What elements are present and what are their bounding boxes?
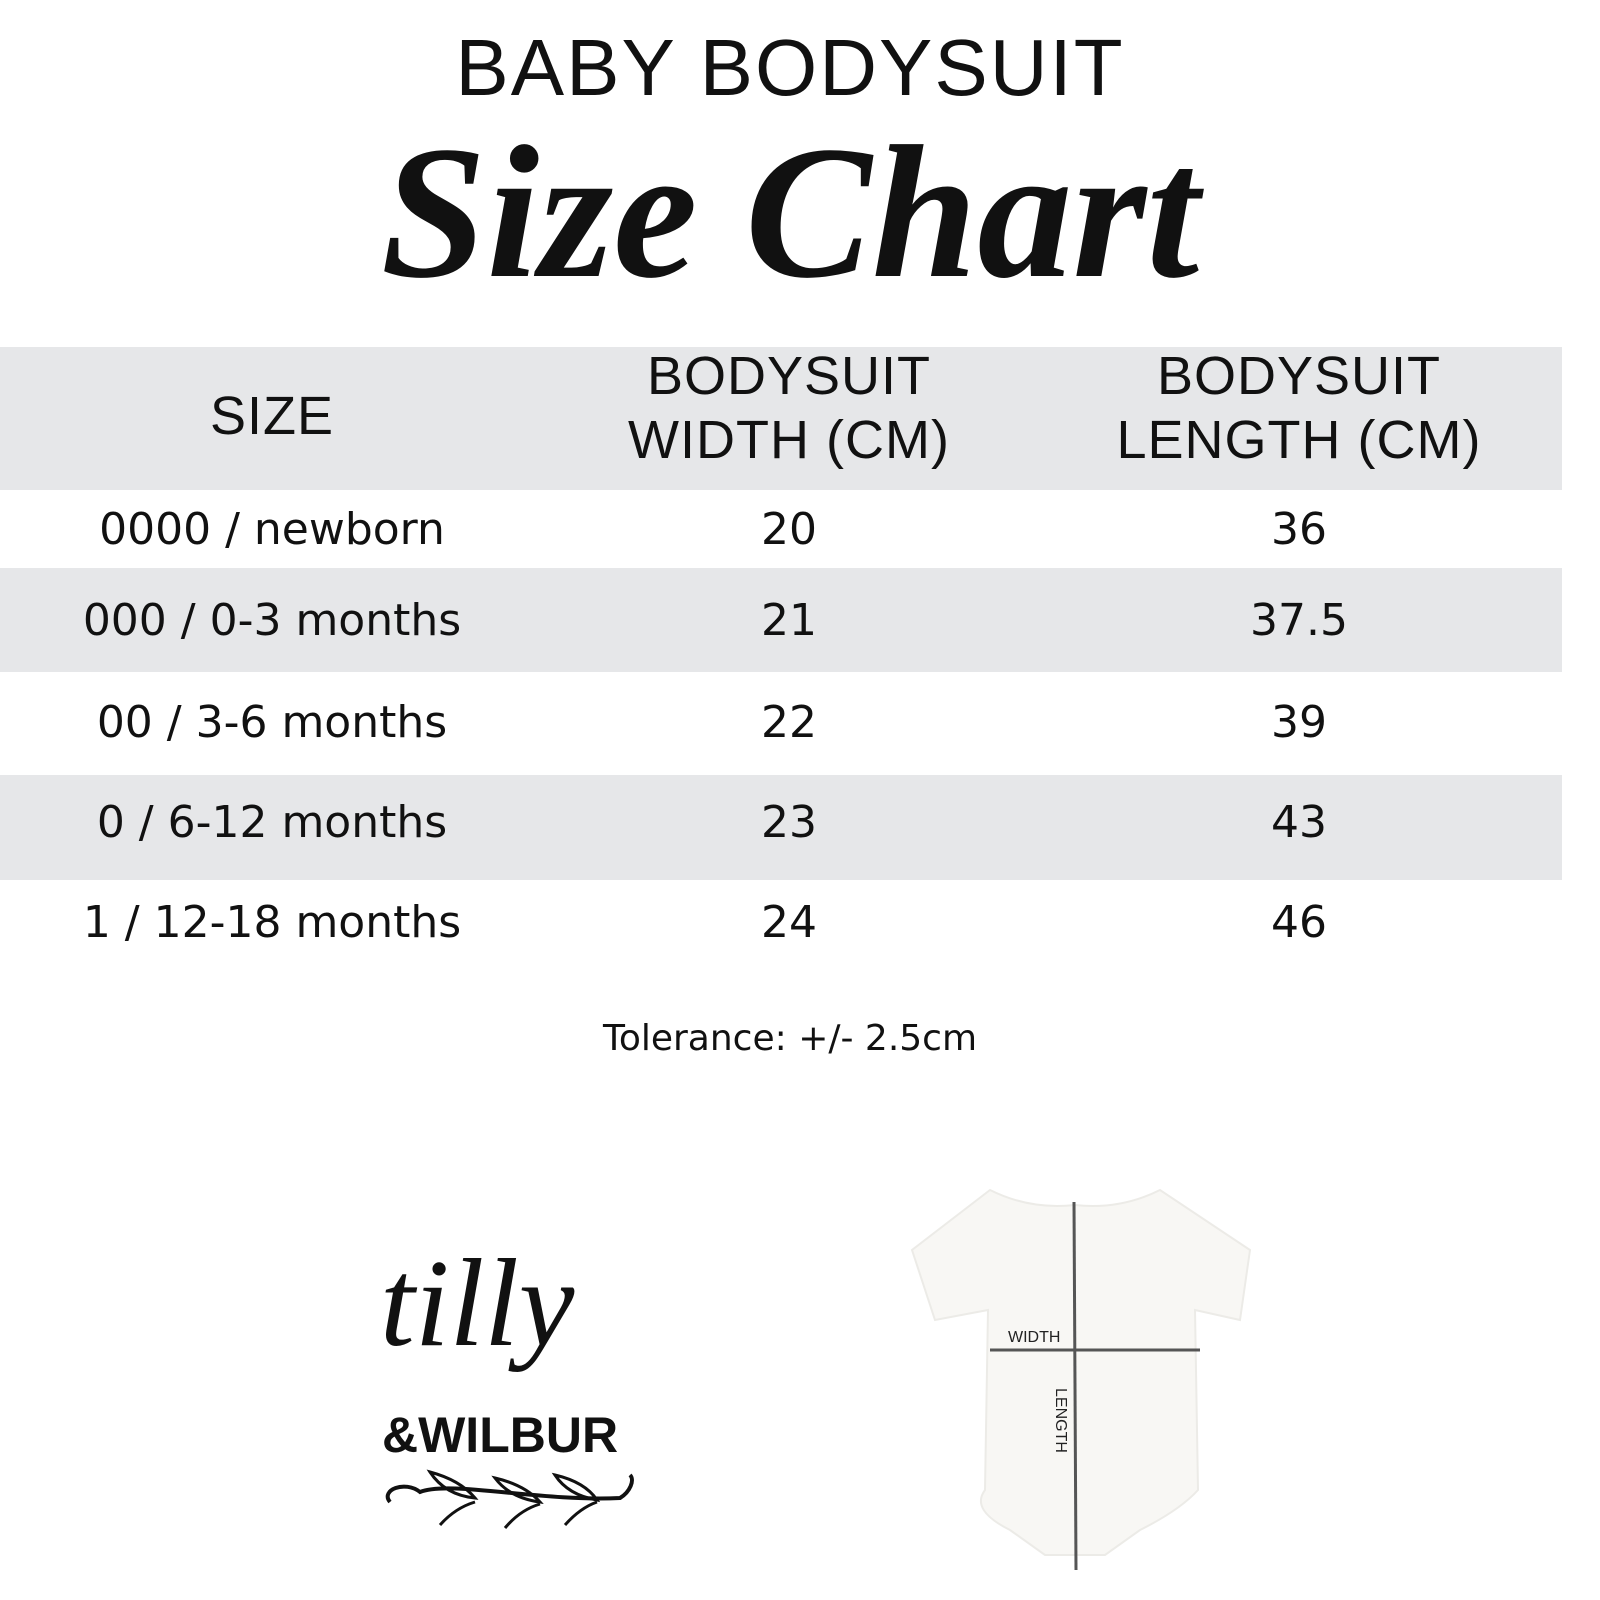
cell-size: 000 / 0-3 months xyxy=(82,595,462,646)
row-band xyxy=(0,775,1562,880)
page-subtitle: Size Chart xyxy=(380,108,1200,318)
brand-logo: tilly &WILBUR xyxy=(380,1235,634,1529)
cell-length: 36 xyxy=(1271,504,1327,555)
width-label: WIDTH xyxy=(1008,1329,1060,1346)
cell-length: 46 xyxy=(1271,897,1327,948)
cell-width: 22 xyxy=(761,697,817,748)
table-header-band xyxy=(0,347,1562,490)
cell-size: 1 / 12-18 months xyxy=(82,897,462,948)
cell-size: 00 / 3-6 months xyxy=(96,697,448,748)
leaf-vine-icon xyxy=(385,1473,634,1504)
tolerance-note: Tolerance: +/- 2.5cm xyxy=(602,1018,978,1059)
logo-text-wilbur: &WILBUR xyxy=(382,1407,618,1463)
cell-length: 37.5 xyxy=(1250,595,1348,646)
header-size: SIZE xyxy=(209,386,335,446)
logo-text-tilly: tilly xyxy=(380,1235,575,1373)
length-label: LENGTH xyxy=(1052,1388,1069,1453)
cell-size: 0000 / newborn xyxy=(99,504,445,555)
cell-length: 43 xyxy=(1271,797,1327,848)
cell-width: 20 xyxy=(761,504,817,555)
row-band xyxy=(0,568,1562,672)
bodysuit-diagram: WIDTH LENGTH xyxy=(910,1188,1252,1570)
cell-size: 0 / 6-12 months xyxy=(96,797,448,848)
bodysuit-icon xyxy=(910,1188,1252,1556)
header-length: BODYSUIT LENGTH (CM) xyxy=(1116,346,1482,470)
cell-width: 21 xyxy=(761,595,817,646)
cell-width: 23 xyxy=(761,797,817,848)
header-width: BODYSUIT WIDTH (CM) xyxy=(628,346,950,470)
page-title: BABY BODYSUIT xyxy=(455,23,1125,112)
cell-length: 39 xyxy=(1271,697,1327,748)
cell-width: 24 xyxy=(761,897,817,948)
